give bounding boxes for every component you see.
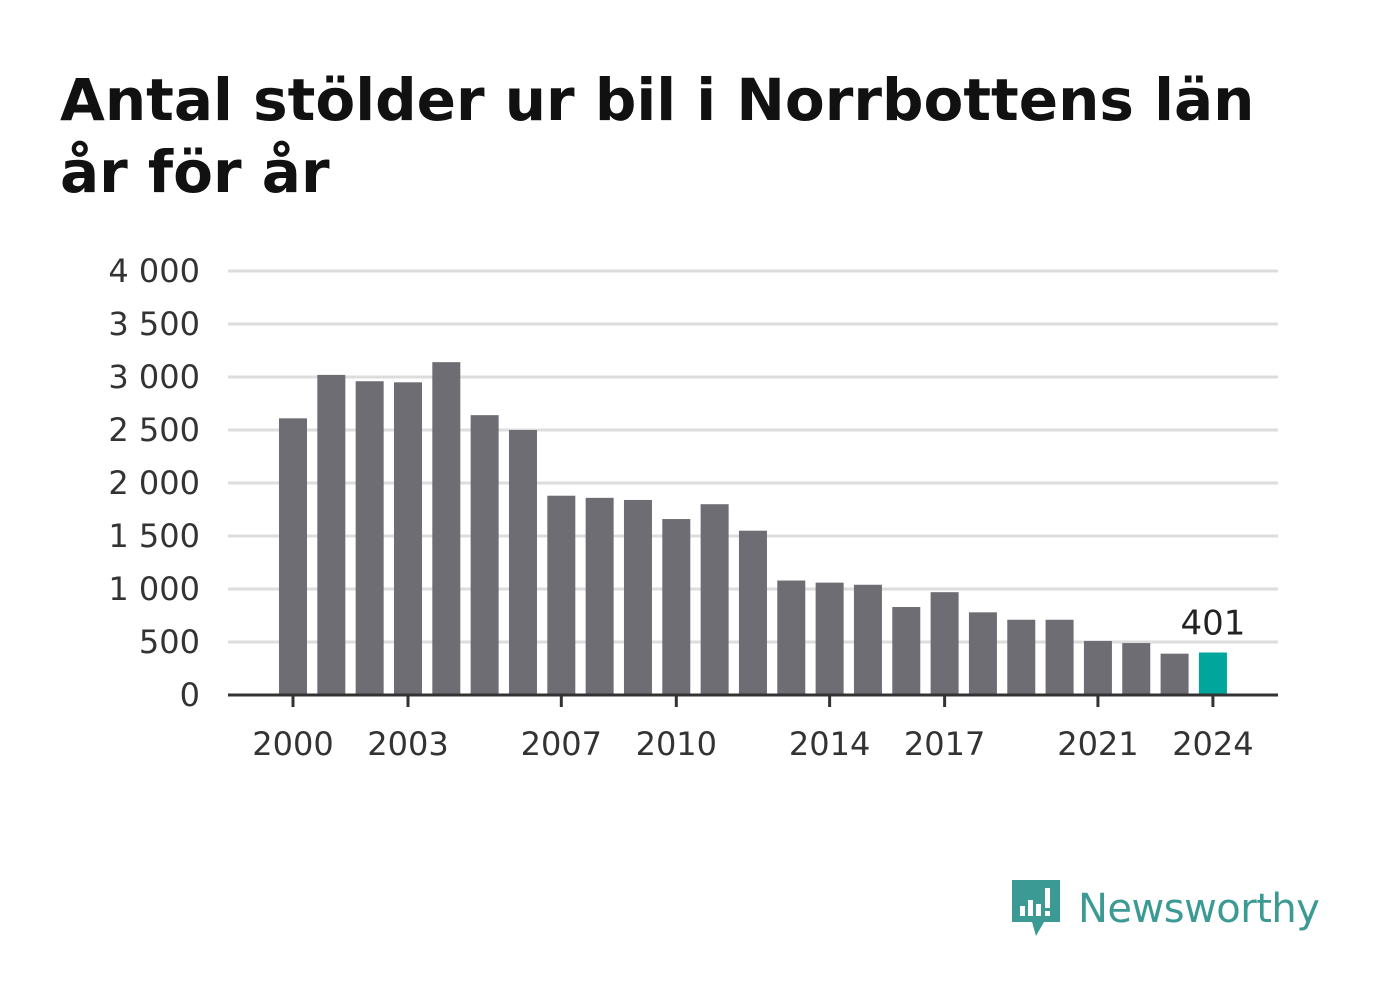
bar-2020 [1045, 619, 1074, 695]
bars [279, 362, 1227, 695]
data-label-2024: 401 [1180, 603, 1245, 643]
bar-2023 [1160, 653, 1189, 695]
bar-2003 [393, 382, 422, 695]
bar-2009 [623, 499, 652, 695]
y-tick-label: 3 500 [108, 305, 200, 343]
bar-2001 [317, 374, 346, 695]
bar-2008 [585, 497, 614, 695]
x-tick-label: 2010 [636, 725, 717, 763]
x-tick-label: 2014 [789, 725, 870, 763]
bar-2017 [930, 592, 959, 695]
bar-2018 [968, 612, 997, 695]
bar-2002 [355, 381, 384, 695]
y-tick-label: 1 500 [108, 517, 200, 555]
x-tick-label: 2003 [367, 725, 448, 763]
newsworthy-logo: Newsworthy [1010, 878, 1320, 940]
y-tick-label: 1 000 [108, 570, 200, 608]
bar-2021 [1083, 640, 1112, 695]
data-labels: 401 [1180, 603, 1245, 643]
bar-2016 [892, 607, 921, 695]
x-tick-label: 2024 [1172, 725, 1253, 763]
y-tick-label: 500 [139, 623, 200, 661]
bar-2011 [700, 504, 729, 695]
x-tick-label: 2007 [521, 725, 602, 763]
bar-2013 [777, 580, 806, 695]
brand-name: Newsworthy [1078, 886, 1320, 932]
bar-2004 [432, 362, 461, 695]
newsworthy-logo-icon [1012, 880, 1060, 936]
x-tick-label: 2017 [904, 725, 985, 763]
bar-2024 [1198, 652, 1227, 695]
y-tick-label: 3 000 [108, 358, 200, 396]
y-axis-ticks: 0 500 1 000 1 500 2 000 2 500 3 000 3 500 4 000 [108, 252, 200, 714]
bar-2006 [508, 430, 537, 695]
bar-2014 [815, 582, 844, 695]
x-tick-label: 2000 [252, 725, 333, 763]
bar-2005 [470, 415, 499, 695]
bar-2007 [547, 495, 576, 695]
bar-2000 [279, 418, 307, 695]
y-tick-label: 2 500 [108, 411, 200, 449]
y-tick-label: 4 000 [108, 252, 200, 290]
y-tick-label: 2 000 [108, 464, 200, 502]
x-tick-label: 2021 [1057, 725, 1138, 763]
bar-2015 [853, 584, 882, 695]
y-tick-label: 0 [180, 676, 200, 714]
bar-2010 [662, 519, 691, 695]
x-axis-ticks: 2000 2003 2007 2010 2014 2017 2021 2024 [252, 695, 1254, 763]
bar-2019 [1007, 619, 1036, 695]
chart-title: Antal stölder ur bil i Norrbottens län å… [60, 66, 1255, 206]
bar-2012 [738, 530, 767, 695]
bar-2022 [1122, 643, 1151, 695]
